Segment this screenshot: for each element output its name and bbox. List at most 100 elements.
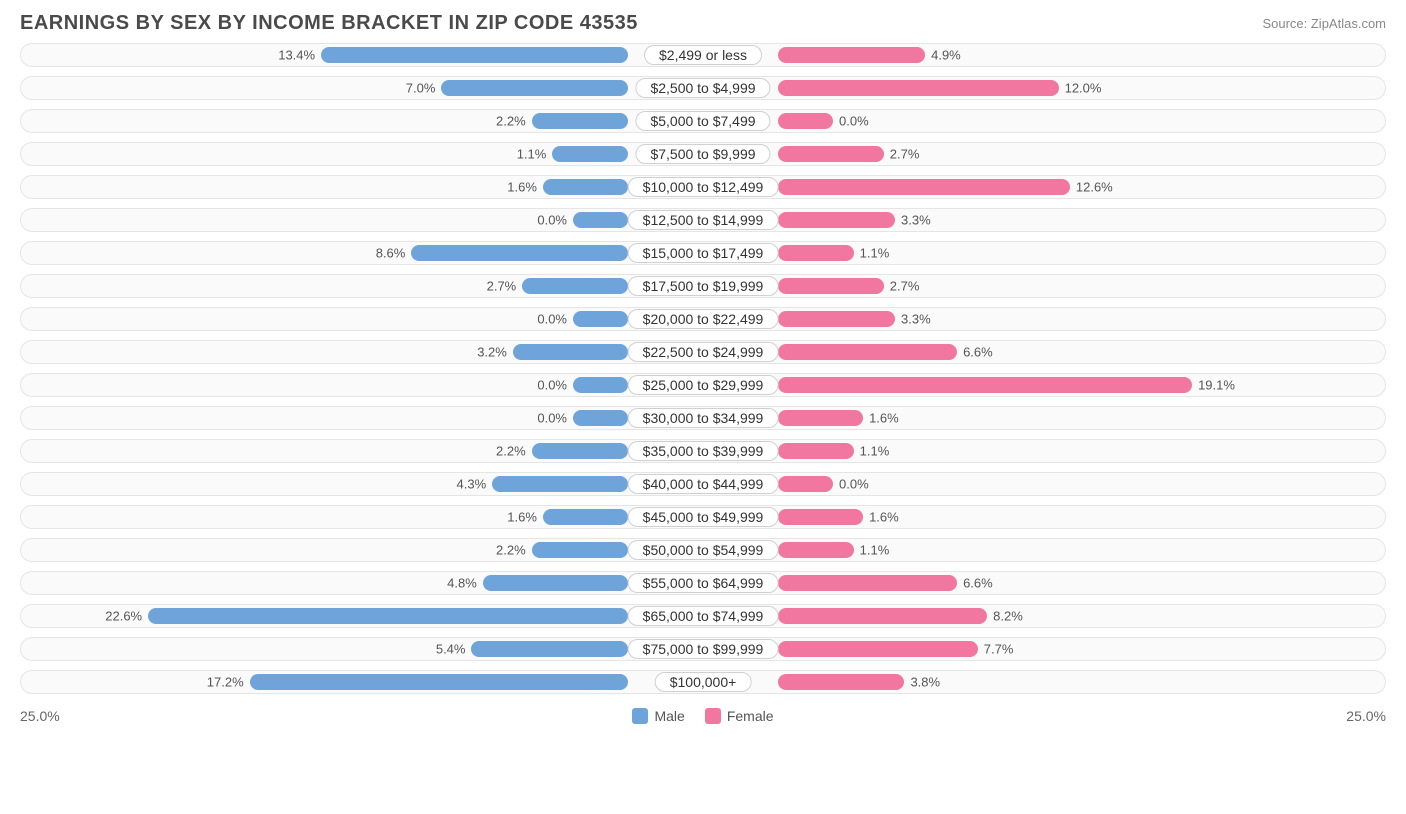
- value-label-female: 12.0%: [1065, 81, 1102, 96]
- value-label-female: 0.0%: [839, 477, 869, 492]
- chart-row: 1.1%2.7%$7,500 to $9,999: [20, 142, 1386, 166]
- bracket-label: $20,000 to $22,499: [628, 309, 779, 329]
- value-label-male: 17.2%: [207, 675, 244, 690]
- bracket-label: $2,499 or less: [644, 45, 762, 65]
- bracket-label: $75,000 to $99,999: [628, 639, 779, 659]
- bar-male: [543, 509, 628, 525]
- chart-row: 0.0%1.6%$30,000 to $34,999: [20, 406, 1386, 430]
- value-label-male: 4.8%: [447, 576, 477, 591]
- bar-female: [778, 542, 854, 558]
- chart-row: 5.4%7.7%$75,000 to $99,999: [20, 637, 1386, 661]
- chart-area: 13.4%4.9%$2,499 or less7.0%12.0%$2,500 t…: [0, 43, 1406, 694]
- bracket-label: $5,000 to $7,499: [635, 111, 770, 131]
- bar-female: [778, 410, 863, 426]
- value-label-male: 8.6%: [376, 246, 406, 261]
- bar-female: [778, 476, 833, 492]
- bar-male: [552, 146, 628, 162]
- value-label-female: 1.6%: [869, 510, 899, 525]
- chart-row: 0.0%19.1%$25,000 to $29,999: [20, 373, 1386, 397]
- bar-male: [573, 212, 628, 228]
- chart-row: 4.8%6.6%$55,000 to $64,999: [20, 571, 1386, 595]
- bar-female: [778, 641, 978, 657]
- bar-female: [778, 575, 957, 591]
- value-label-male: 13.4%: [278, 48, 315, 63]
- bar-female: [778, 509, 863, 525]
- bar-male: [532, 542, 628, 558]
- legend-item-male: Male: [632, 708, 684, 724]
- value-label-male: 4.3%: [457, 477, 487, 492]
- value-label-female: 1.1%: [860, 543, 890, 558]
- bar-female: [778, 212, 895, 228]
- legend-label-female: Female: [727, 708, 774, 724]
- bar-female: [778, 113, 833, 129]
- bar-female: [778, 47, 925, 63]
- bar-male: [411, 245, 628, 261]
- chart-row: 2.2%0.0%$5,000 to $7,499: [20, 109, 1386, 133]
- value-label-male: 2.2%: [496, 114, 526, 129]
- chart-row: 2.7%2.7%$17,500 to $19,999: [20, 274, 1386, 298]
- chart-row: 3.2% 6.6% $22,500 to $24,999: [20, 340, 1386, 364]
- chart-row: 4.3% 0.0% $40,000 to $44,999: [20, 472, 1386, 496]
- footer: 25.0% Male Female 25.0%: [0, 703, 1406, 724]
- bar-male: [250, 674, 628, 690]
- value-label-male: 1.1%: [517, 147, 547, 162]
- value-label-male: 0.0%: [537, 213, 567, 228]
- axis-label-right: 25.0%: [1346, 708, 1386, 724]
- bracket-label: $10,000 to $12,499: [628, 177, 779, 197]
- bar-female: [778, 278, 884, 294]
- bar-male: [522, 278, 628, 294]
- bar-female: [778, 443, 854, 459]
- value-label-male: 2.2%: [496, 543, 526, 558]
- value-label-female: 12.6%: [1076, 180, 1113, 195]
- value-label-female: 2.7%: [890, 147, 920, 162]
- value-label-male: 0.0%: [537, 411, 567, 426]
- axis-label-left: 25.0%: [20, 708, 60, 724]
- bar-male: [532, 443, 628, 459]
- value-label-female: 6.6%: [963, 345, 993, 360]
- value-label-female: 1.6%: [869, 411, 899, 426]
- value-label-male: 5.4%: [436, 642, 466, 657]
- bracket-label: $15,000 to $17,499: [628, 243, 779, 263]
- chart-row: 1.6%1.6%$45,000 to $49,999: [20, 505, 1386, 529]
- value-label-female: 2.7%: [890, 279, 920, 294]
- bracket-label: $22,500 to $24,999: [628, 342, 779, 362]
- bar-female: [778, 245, 854, 261]
- chart-row: 0.0% 3.3% $12,500 to $14,999: [20, 208, 1386, 232]
- bracket-label: $2,500 to $4,999: [635, 78, 770, 98]
- legend: Male Female: [632, 708, 773, 724]
- value-label-male: 2.7%: [487, 279, 517, 294]
- value-label-female: 19.1%: [1198, 378, 1235, 393]
- value-label-female: 3.3%: [901, 213, 931, 228]
- legend-swatch-male: [632, 708, 648, 724]
- bar-male: [492, 476, 628, 492]
- legend-label-male: Male: [654, 708, 684, 724]
- bracket-label: $65,000 to $74,999: [628, 606, 779, 626]
- bar-male: [573, 311, 628, 327]
- bar-male: [148, 608, 628, 624]
- bracket-label: $40,000 to $44,999: [628, 474, 779, 494]
- bar-male: [543, 179, 628, 195]
- value-label-female: 1.1%: [860, 444, 890, 459]
- chart-row: 1.6%12.6%$10,000 to $12,499: [20, 175, 1386, 199]
- bar-female: [778, 344, 957, 360]
- chart-row: 8.6%1.1%$15,000 to $17,499: [20, 241, 1386, 265]
- bar-male: [483, 575, 628, 591]
- bar-female: [778, 80, 1059, 96]
- bracket-label: $50,000 to $54,999: [628, 540, 779, 560]
- bar-female: [778, 146, 884, 162]
- bracket-label: $35,000 to $39,999: [628, 441, 779, 461]
- bar-female: [778, 377, 1192, 393]
- chart-row: 13.4% 4.9% $2,499 or less: [20, 43, 1386, 67]
- bar-female: [778, 674, 904, 690]
- chart-row: 0.0%3.3%$20,000 to $22,499: [20, 307, 1386, 331]
- bar-male: [573, 410, 628, 426]
- bar-male: [321, 47, 628, 63]
- bracket-label: $12,500 to $14,999: [628, 210, 779, 230]
- value-label-female: 8.2%: [993, 609, 1023, 624]
- chart-row: 22.6%8.2%$65,000 to $74,999: [20, 604, 1386, 628]
- value-label-female: 4.9%: [931, 48, 961, 63]
- value-label-female: 6.6%: [963, 576, 993, 591]
- value-label-female: 3.3%: [901, 312, 931, 327]
- bar-male: [573, 377, 628, 393]
- value-label-male: 3.2%: [477, 345, 507, 360]
